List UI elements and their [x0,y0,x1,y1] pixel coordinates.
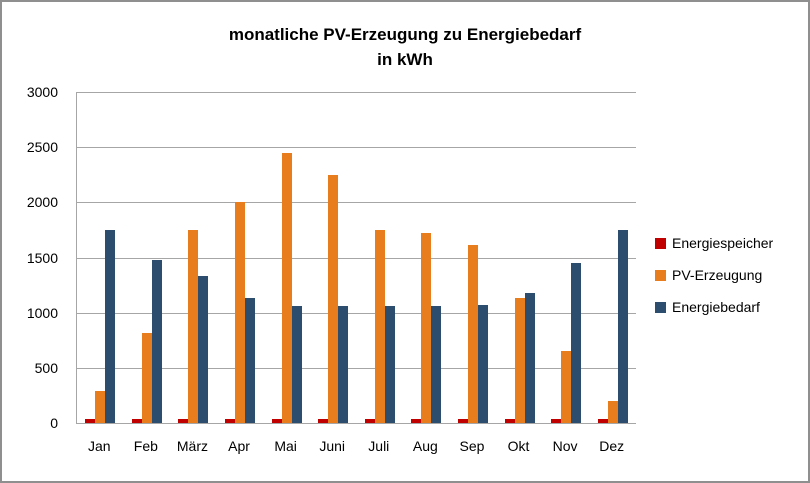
bar-pv-erzeugung-okt [514,298,525,423]
bar-group-Mai [263,92,310,423]
bar-energiespeicher-jan [85,418,96,423]
bar-pv-erzeugung-mai [281,152,292,423]
bar-pv-erzeugung-jan [95,391,106,423]
bar-pv-erzeugung-dez [607,400,618,423]
bar-pv-erzeugung-sep [467,245,478,423]
legend: Energiespeicher PV-Erzeugung Energiebedarf [655,232,773,318]
legend-label: Energiespeicher [672,235,774,251]
bar-energiespeicher-apr [225,418,236,423]
bar-energiespeicher-dez [597,418,608,423]
x-axis: Jan Feb März Apr Mai Juni Juli Aug Sep Okt Nov Dez [76,438,635,462]
bar-pv-erzeugung-märz [188,229,199,423]
bar-group-Juni [310,92,357,423]
gridline-1500 [77,257,636,259]
bar-pv-erzeugung-aug [421,233,432,423]
bar-group-Aug [403,92,450,423]
y-tick-label-0: 0 [50,415,58,431]
bar-energiebedarf-mai [291,306,302,423]
bar-pv-erzeugung-juni [328,174,339,423]
bar-energiespeicher-nov [551,418,562,423]
bar-group-Feb [124,92,171,423]
bar-energiebedarf-apr [245,298,256,423]
bar-energiebedarf-juli [384,306,395,423]
bar-energiespeicher-juni [318,418,329,423]
bar-energiebedarf-märz [198,276,209,423]
bar-energiebedarf-okt [524,292,535,423]
plot-area [76,92,636,424]
gridline-2500 [77,147,636,149]
bar-group-Dez [589,92,636,423]
y-tick-label-1500: 1500 [26,249,58,266]
legend-item-energiespeicher: Energiespeicher [655,232,773,254]
bar-group-März [170,92,217,423]
chart-title: monatliche PV-Erzeugung zu Energiebedarf… [2,22,808,72]
y-tick-label-3000: 3000 [26,84,58,100]
chart-title-line1: monatliche PV-Erzeugung zu Energiebedarf [228,25,582,44]
x-tick-label-mai: Mai [274,438,297,454]
x-tick-label-juni: Juni [319,438,346,454]
bar-pv-erzeugung-apr [235,202,246,423]
legend-item-pv-erzeugung: PV-Erzeugung [655,264,773,286]
bar-energiebedarf-nov [571,263,582,423]
bar-energiespeicher-mai [271,418,282,423]
legend-label: Energiebedarf [672,299,760,315]
x-tick-label-sep: Sep [459,438,485,454]
legend-swatch-icon [655,301,666,313]
legend-swatch-icon [655,269,666,281]
x-tick-label-dez: Dez [599,438,625,454]
bar-group-Sep [450,92,497,423]
bar-group-Okt [496,92,543,423]
x-tick-label-nov: Nov [552,438,578,454]
x-tick-label-märz: März [176,438,208,454]
y-tick-label-2500: 2500 [26,139,58,156]
bar-energiespeicher-juli [364,418,375,423]
y-tick-label-2000: 2000 [26,194,58,211]
bar-group-Jan [77,92,124,423]
y-tick-label-500: 500 [34,359,58,376]
gridline-1000 [77,312,636,314]
x-tick-label-feb: Feb [133,438,158,454]
y-axis: 0 500 1000 1500 2000 2500 3000 [2,84,66,431]
chart-title-line2: in kWh [377,50,433,69]
bar-energiebedarf-jan [105,229,116,423]
legend-label: PV-Erzeugung [672,267,763,283]
gridline-500 [77,367,636,369]
bar-pv-erzeugung-feb [141,332,152,423]
bar-energiespeicher-okt [504,418,515,423]
x-tick-label-apr: Apr [228,438,250,454]
x-tick-label-okt: Okt [507,438,530,454]
bar-energiespeicher-märz [178,418,189,423]
x-tick-label-aug: Aug [412,438,438,454]
bar-energiebedarf-feb [151,259,162,423]
bar-energiebedarf-dez [617,229,628,423]
gridline-3000 [77,92,636,93]
gridline-2000 [77,202,636,204]
x-tick-label-juli: Juli [368,438,390,454]
legend-swatch-icon [655,237,666,249]
bar-pv-erzeugung-nov [561,351,572,423]
bar-pv-erzeugung-juli [374,229,385,423]
bar-group-Apr [217,92,264,423]
bar-energiespeicher-aug [411,418,422,423]
bar-energiebedarf-aug [431,306,442,423]
legend-item-energiebedarf: Energiebedarf [655,296,773,318]
bar-energiespeicher-feb [131,418,142,423]
y-tick-label-1000: 1000 [26,304,58,321]
x-tick-label-jan: Jan [88,438,111,454]
bar-energiespeicher-sep [457,418,468,423]
bar-group-Juli [357,92,404,423]
bar-energiebedarf-sep [477,304,488,423]
bar-group-Nov [543,92,590,423]
bar-energiebedarf-juni [338,306,349,423]
